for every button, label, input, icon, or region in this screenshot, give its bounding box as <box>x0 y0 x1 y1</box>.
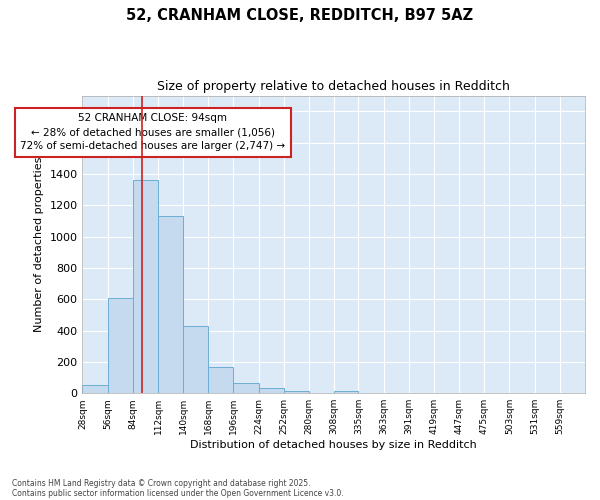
Bar <box>208 366 233 393</box>
Text: 52, CRANHAM CLOSE, REDDITCH, B97 5AZ: 52, CRANHAM CLOSE, REDDITCH, B97 5AZ <box>127 8 473 22</box>
Bar <box>259 388 284 393</box>
Text: 52 CRANHAM CLOSE: 94sqm
← 28% of detached houses are smaller (1,056)
72% of semi: 52 CRANHAM CLOSE: 94sqm ← 28% of detache… <box>20 114 286 152</box>
Bar <box>183 326 208 393</box>
Bar <box>107 298 133 393</box>
Bar <box>284 391 309 393</box>
Y-axis label: Number of detached properties: Number of detached properties <box>34 156 44 332</box>
Bar <box>334 391 358 393</box>
Title: Size of property relative to detached houses in Redditch: Size of property relative to detached ho… <box>157 80 510 93</box>
X-axis label: Distribution of detached houses by size in Redditch: Distribution of detached houses by size … <box>190 440 477 450</box>
Bar <box>233 383 259 393</box>
Bar <box>133 180 158 393</box>
Text: Contains HM Land Registry data © Crown copyright and database right 2025.: Contains HM Land Registry data © Crown c… <box>12 478 311 488</box>
Text: Contains public sector information licensed under the Open Government Licence v3: Contains public sector information licen… <box>12 488 344 498</box>
Bar <box>158 216 183 393</box>
Bar <box>82 384 107 393</box>
